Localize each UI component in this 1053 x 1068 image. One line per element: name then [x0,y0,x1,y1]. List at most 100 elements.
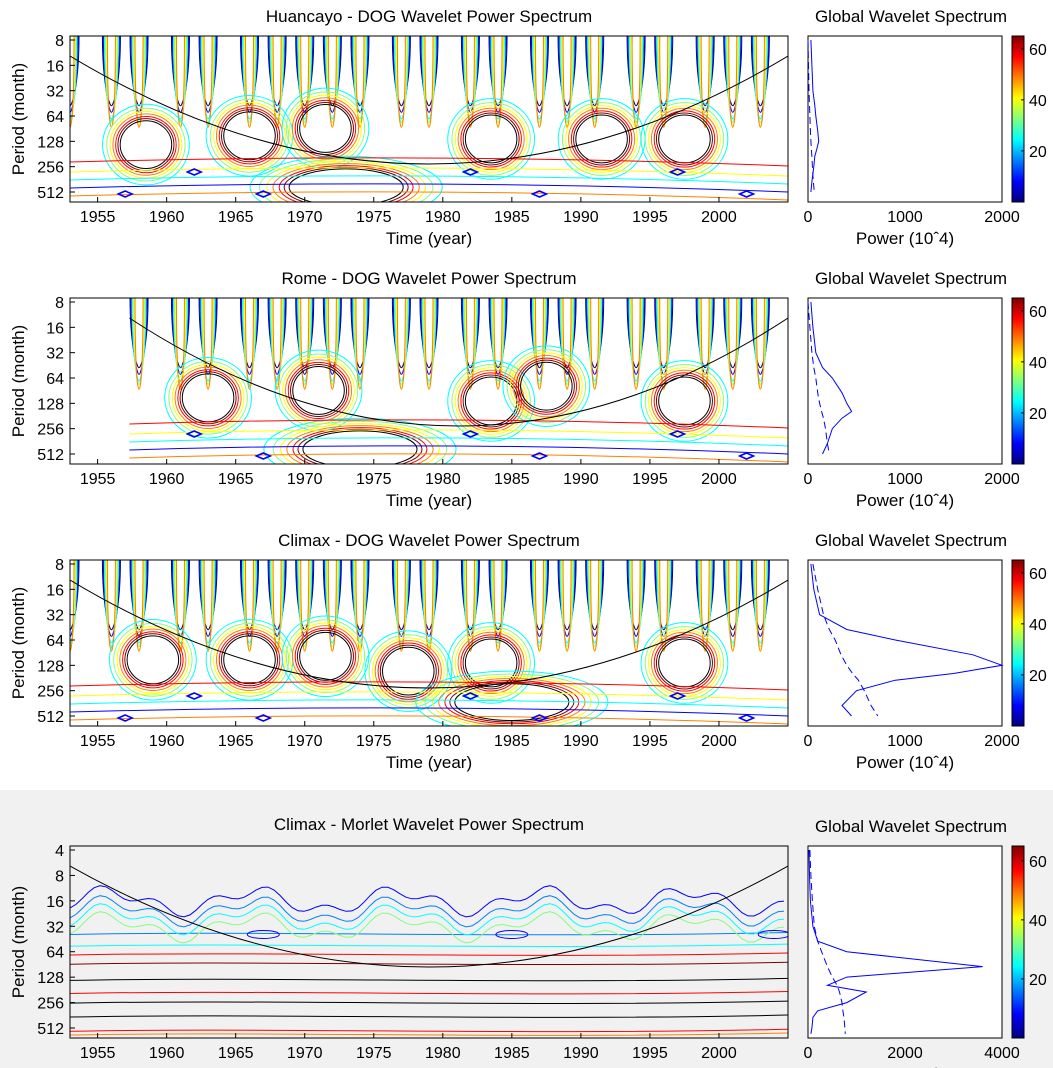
contour-finger [725,298,741,382]
contour-finger [659,560,669,652]
contour-finger [393,36,409,120]
contour-finger [727,36,739,127]
contour-finger [241,298,258,375]
contour-finger [245,298,254,390]
contour-blob [272,420,448,464]
colorbar-tick-label: 60 [1029,566,1047,583]
contour-finger [106,560,116,652]
contour-band [70,157,788,167]
contour-finger [727,560,739,651]
contour-blob [495,929,529,939]
y-tick-label: 16 [46,320,64,337]
contour-finger [171,298,189,375]
contour-finger [491,36,505,123]
x-tick-label: 1970 [287,209,323,226]
x-tick-label: 1960 [149,733,185,750]
contour-blob [506,349,587,424]
contour-finger [589,560,601,651]
plot-title: Huancayo - DOG Wavelet Power Spectrum [266,7,592,26]
contour-finger [490,560,506,644]
contour-finger [532,36,546,123]
contour-diamond [254,190,273,198]
gws-title: Global Wavelet Spectrum [815,817,1007,836]
contour-blob [515,357,578,415]
contour-diamond [737,452,756,460]
contour-finger [202,298,214,389]
y-tick-label: 128 [37,658,64,675]
contour-finger [586,298,604,375]
gws-x-tick-label: 0 [804,209,813,226]
contour-finger [589,298,601,389]
contour-band [129,445,788,455]
contour-finger [728,560,738,652]
contour-finger [628,36,644,120]
contour-finger [133,560,145,651]
contour-finger [420,36,438,113]
contour-blob [512,354,580,418]
contour-blob [655,636,713,690]
y-tick-label: 8 [55,868,64,885]
contour-band [129,429,788,439]
contour-finger [352,298,368,382]
x-tick-label: 1990 [563,733,599,750]
contour-finger [533,298,545,389]
contour-blob [464,376,518,426]
contour-diamond [668,692,687,700]
contour-finger [560,560,574,647]
plot-title: Climax - DOG Wavelet Power Spectrum [278,531,580,550]
contour-finger [629,298,643,385]
x-tick-label: 2000 [701,471,737,488]
contour-finger [300,36,310,128]
contour-blob [454,367,528,435]
contour-finger [728,36,738,128]
contour-finger [755,36,765,128]
gws-significance-line [812,563,879,717]
contour-finger [70,36,75,128]
plot-frame [69,845,789,1039]
contour-finger [631,298,641,390]
contour-finger [70,36,76,127]
plot-frame [69,35,789,203]
contour-finger [103,36,119,120]
contour-finger [395,560,407,651]
x-tick-label: 1975 [356,471,392,488]
contour-finger [559,36,575,120]
x-tick-label: 1985 [494,1045,530,1062]
gws-title: Global Wavelet Spectrum [815,269,1007,288]
contour-finger [463,36,477,123]
contour-blob [296,101,354,155]
contour-finger [420,298,438,375]
y-tick-label: 16 [46,894,64,911]
contour-finger [421,36,437,120]
contour-finger [272,560,282,652]
contour-finger [132,560,146,647]
contour-finger [200,298,216,382]
contour-finger [132,36,146,123]
contour-band [70,183,788,193]
x-tick-label: 1985 [494,733,530,750]
contour-finger [325,560,339,647]
contour-finger [753,560,767,647]
contour-finger [752,36,768,120]
contour-blob [291,625,359,688]
contour-blob [640,98,729,180]
contour-blob [575,114,628,164]
contour-finger [586,36,604,113]
contour-blob [213,102,286,170]
contour-finger [562,560,572,652]
contour-finger [534,36,544,128]
x-tick-label: 1960 [149,1045,185,1062]
x-tick-label: 1995 [632,209,668,226]
contour-diamond [254,452,273,460]
contour-area [129,298,788,464]
x-tick-label: 1985 [494,471,530,488]
contour-blob [658,114,711,164]
contour-finger [244,298,255,389]
x-tick-label: 1995 [632,1045,668,1062]
contour-finger [200,560,216,644]
x-tick-label: 1990 [563,471,599,488]
contour-blob [510,352,583,420]
contour-finger [351,36,369,113]
contour-blob [263,417,457,464]
contour-finger [587,560,603,644]
